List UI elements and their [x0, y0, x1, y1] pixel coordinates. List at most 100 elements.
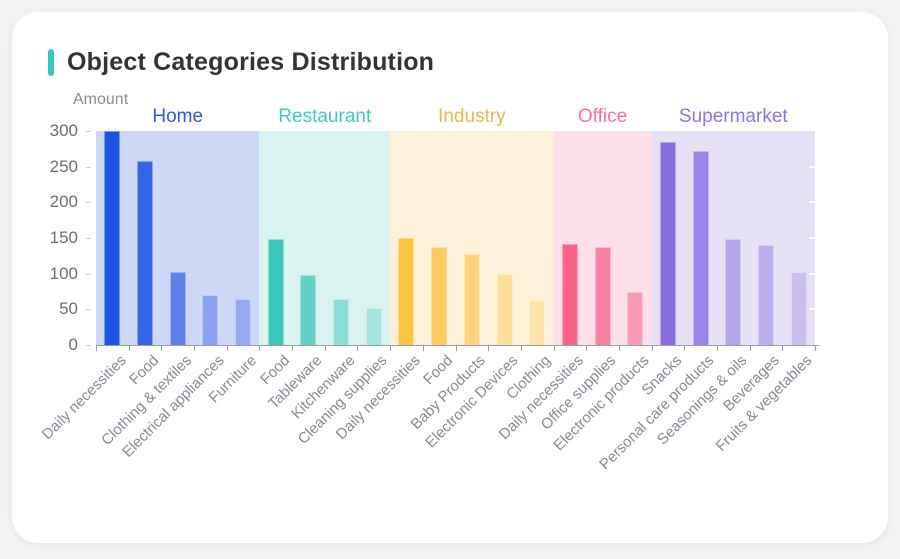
- x-label-snacks: Snacks: [638, 352, 685, 399]
- x-label-beverages: Beverages: [720, 352, 783, 415]
- x-tick-mark: [716, 346, 718, 351]
- bar-office-office-supplies[interactable]: [594, 246, 611, 345]
- bar-slot: [586, 131, 619, 345]
- bar-supermarket-personal-care-products[interactable]: [692, 150, 709, 345]
- x-label-daily-necessities: Daily necessities: [495, 352, 587, 444]
- bar-slot: [390, 131, 423, 345]
- bar-supermarket-fruits-vegetables[interactable]: [790, 272, 807, 345]
- bar-slot: [194, 131, 227, 345]
- x-tick-mark: [553, 346, 555, 351]
- bar-slot: [292, 131, 325, 345]
- x-label-kitchenware: Kitchenware: [287, 352, 359, 423]
- bar-supermarket-seasonings-oils[interactable]: [725, 239, 742, 345]
- x-tick-mark: [259, 346, 261, 351]
- group-band-supermarket: [651, 131, 815, 345]
- x-label-baby-products: Baby Products: [407, 352, 489, 434]
- x-tick-mark: [96, 346, 97, 351]
- right-axis-tick: [809, 272, 815, 275]
- group-label-office: Office: [577, 106, 628, 127]
- bar-slot: [488, 131, 521, 345]
- y-tick-mark: [86, 238, 91, 239]
- right-axis-tick: [809, 201, 815, 204]
- x-label-office-supplies: Office supplies: [538, 352, 620, 434]
- y-tick-label-150: 150: [49, 228, 78, 247]
- bar-slot: [161, 131, 194, 345]
- x-label-food: Food: [419, 352, 457, 389]
- plot-area: [96, 131, 815, 345]
- x-tick-mark: [128, 346, 130, 351]
- x-label-personal-care-products: Personal care products: [596, 352, 718, 474]
- x-label-food: Food: [125, 352, 163, 389]
- bar-slot: [521, 131, 554, 345]
- bar-home-food[interactable]: [137, 160, 154, 345]
- bar-industry-food[interactable]: [431, 246, 448, 345]
- bar-slot: [782, 131, 815, 345]
- y-tick-label-0: 0: [68, 335, 78, 354]
- bar-restaurant-food[interactable]: [267, 239, 284, 345]
- x-label-clothing: Clothing: [503, 352, 555, 403]
- x-tick-mark: [357, 346, 359, 351]
- bar-slot: [652, 131, 685, 345]
- x-label-clothing-textiles: Clothing & textiles: [97, 352, 195, 449]
- y-tick-label-250: 250: [49, 156, 78, 176]
- y-tick-mark: [86, 273, 91, 275]
- bar-home-clothing-textiles[interactable]: [169, 271, 186, 345]
- bar-supermarket-beverages[interactable]: [758, 245, 774, 345]
- bar-slot: [227, 131, 260, 345]
- x-tick-mark: [488, 346, 490, 351]
- card-header: Object Categories Distribution: [48, 48, 434, 77]
- chart-card: Object Categories Distribution Amount Ho…: [12, 12, 888, 543]
- bar-slot: [325, 131, 358, 345]
- bar-home-electrical-appliances[interactable]: [202, 295, 219, 345]
- bar-slot: [619, 131, 652, 345]
- x-label-daily-necessities: Daily necessities: [38, 352, 130, 444]
- group-band-office: [553, 131, 652, 345]
- bar-slot: [96, 131, 129, 345]
- bar-restaurant-cleaning-supplies[interactable]: [365, 307, 382, 345]
- x-label-electrical-appliances: Electrical appliances: [118, 352, 228, 461]
- x-tick-mark: [194, 346, 196, 351]
- bar-slot: [684, 131, 717, 345]
- group-band-industry: [390, 131, 554, 345]
- bar-home-furniture[interactable]: [235, 298, 252, 345]
- x-tick-mark: [324, 346, 326, 351]
- x-tick-mark: [684, 346, 686, 351]
- group-label-supermarket: Supermarket: [678, 106, 788, 127]
- bar-slot: [554, 131, 587, 345]
- bar-industry-electronic-devices[interactable]: [496, 273, 513, 345]
- bar-industry-baby-products[interactable]: [463, 254, 480, 345]
- x-label-electronic-products: Electronic products: [550, 352, 653, 455]
- x-label-daily-necessities: Daily necessities: [332, 352, 424, 444]
- y-tick-label-200: 200: [49, 192, 78, 212]
- right-axis-tick: [809, 165, 815, 168]
- bar-office-electronic-products[interactable]: [627, 291, 644, 345]
- x-tick-mark: [422, 346, 424, 351]
- bar-slot: [456, 131, 489, 345]
- bar-restaurant-kitchenware[interactable]: [333, 298, 350, 345]
- bar-restaurant-tableware[interactable]: [300, 275, 317, 345]
- bar-office-daily-necessities[interactable]: [561, 243, 578, 345]
- bar-home-daily-necessities[interactable]: [104, 131, 121, 345]
- bar-supermarket-snacks[interactable]: [659, 141, 676, 345]
- x-tick-mark: [455, 346, 457, 351]
- group-label-home: Home: [152, 106, 204, 127]
- x-tick-mark: [226, 346, 228, 351]
- x-tick-mark: [161, 346, 163, 351]
- y-tick-label-50: 50: [59, 299, 78, 319]
- x-tick-mark: [292, 346, 294, 351]
- x-tick-mark: [782, 346, 784, 351]
- x-label-electronic-devices: Electronic Devices: [422, 352, 522, 452]
- x-label-seasonings-oils: Seasonings & oils: [653, 352, 751, 449]
- bar-industry-clothing[interactable]: [529, 300, 546, 345]
- bar-slot: [259, 131, 292, 345]
- x-label-fruits-vegetables: Fruits & vegetables: [712, 352, 816, 455]
- x-label-furniture: Furniture: [205, 352, 261, 407]
- x-tick-mark: [651, 346, 653, 351]
- y-tick-mark: [86, 309, 91, 311]
- x-label-tableware: Tableware: [265, 352, 326, 413]
- x-tick-mark: [390, 346, 392, 351]
- y-tick-label-100: 100: [49, 263, 78, 283]
- y-axis-title: Amount: [73, 91, 129, 108]
- bar-industry-daily-necessities[interactable]: [398, 238, 415, 345]
